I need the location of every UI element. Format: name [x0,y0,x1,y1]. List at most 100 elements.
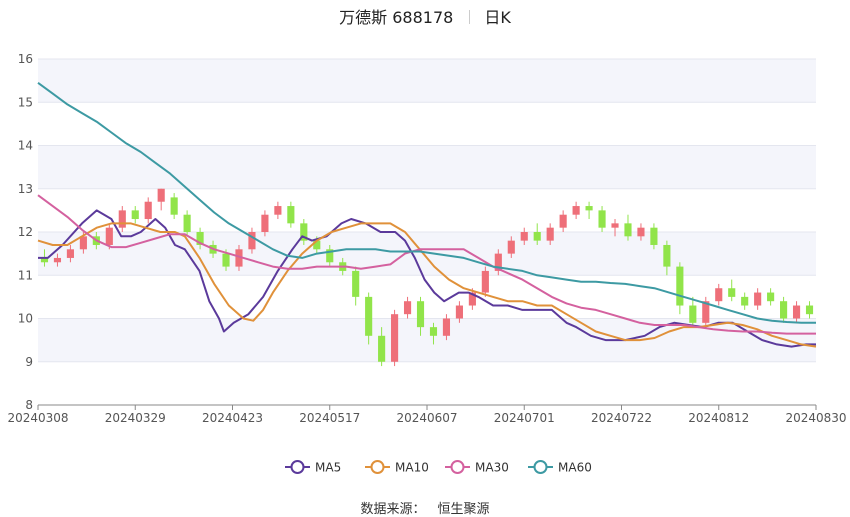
y-tick-label: 8 [25,398,33,412]
legend-marker [450,460,465,474]
candle-body [624,223,632,237]
candle-body [287,206,295,224]
ma-line-ma5 [38,209,816,348]
candle [572,201,580,220]
candle [676,262,684,315]
candle [378,327,386,367]
candle-body [235,249,243,267]
candle [287,201,295,228]
candle [170,193,178,220]
candle [689,296,697,328]
x-tick-label: 20240722 [591,411,652,425]
candle [442,314,451,341]
candle-body [157,188,165,202]
candle-body [663,244,671,267]
candle [728,279,736,302]
x-tick-label: 20240517 [299,411,360,425]
candle-body [715,288,723,302]
candle-body [352,270,360,297]
grid-band [38,145,816,189]
candle-body [313,240,321,250]
background-bands [38,59,816,362]
y-tick-label: 15 [18,95,33,109]
candle-body [611,223,619,228]
candle-body [326,249,334,263]
candle-body [520,232,528,241]
candle [183,210,191,237]
candle [416,296,425,336]
x-tick-label: 20240812 [688,411,749,425]
x-tick-label: 20240423 [202,411,263,425]
kline-chart: 8 9 10 11 12 13 14 15 16 20240308 20240329 2024042… [7,52,846,475]
candle-body [767,292,775,302]
candle-body [416,301,425,328]
legend: MA5 MA10 MA30 MA60 [285,460,592,475]
period-label: 日K [484,8,511,27]
candle-body [105,227,113,245]
candle [131,206,139,224]
candle [300,219,308,245]
legend-label: MA30 [475,461,509,475]
candle-body [131,210,139,220]
candle [391,309,399,367]
y-tick-label: 12 [18,225,33,239]
data-source: 数据来源： 恒生聚源 [0,498,850,517]
candle [261,210,269,237]
candle-body [183,214,191,232]
candle [365,292,373,345]
y-tick-label: 9 [25,355,33,369]
source-label: 数据来源： [360,502,426,517]
candle [598,206,606,232]
candle-body [494,253,502,271]
candle [754,288,762,310]
source-value: 恒生聚源 [437,502,490,517]
legend-item-ma30[interactable]: MA30 [445,460,509,475]
candle-body [468,292,476,306]
candle-body [442,318,451,336]
candle [650,223,658,250]
legend-item-ma10[interactable]: MA10 [365,460,429,475]
candle [715,283,723,306]
y-tick-label: 13 [18,182,33,196]
legend-item-ma5[interactable]: MA5 [285,460,341,475]
candle-body [144,201,152,220]
moving-average-lines [37,81,817,348]
candle-body [274,206,282,215]
candle [559,210,567,232]
legend-label: MA60 [558,461,592,475]
candle [105,223,113,250]
legend-label: MA5 [315,461,341,475]
candle [455,301,463,323]
ma-line-ma30 [37,194,816,335]
y-tick-label: 11 [18,268,33,282]
candle [53,253,62,267]
y-tick-label: 10 [18,312,33,326]
candle [352,266,360,306]
candle-body [546,227,554,241]
legend-item-ma60[interactable]: MA60 [528,460,592,475]
candle [624,214,632,241]
candle-body [780,301,788,319]
grid-lines [38,58,816,363]
x-tick-label: 20240308 [7,411,68,425]
candle [741,292,749,310]
candle [66,244,74,263]
candle-body [170,197,178,215]
candlesticks [40,188,814,367]
candle-body [792,305,801,319]
candle-body [805,305,814,315]
candle-body [53,257,62,263]
ma-line-ma60 [37,81,816,324]
candle-body [481,270,489,293]
candle-body [637,227,645,237]
candle-body [196,232,204,245]
legend-label: MA10 [395,461,429,475]
candle [494,249,502,276]
candle [533,223,541,245]
x-tick-label: 20240607 [396,411,457,425]
candle-body [403,301,412,315]
y-tick-label: 14 [18,139,33,153]
candle [611,219,619,237]
candle [792,301,801,323]
candle-body [222,253,230,267]
